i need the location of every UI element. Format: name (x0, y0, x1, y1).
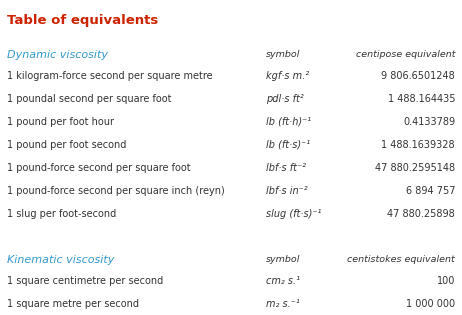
Text: 47 880.2595148: 47 880.2595148 (375, 163, 455, 173)
Text: centipose equivalent: centipose equivalent (356, 50, 455, 60)
Text: symbol: symbol (266, 255, 300, 265)
Text: 1 pound-force second per square inch (reyn): 1 pound-force second per square inch (re… (7, 186, 225, 196)
Text: 1 488.164435: 1 488.164435 (388, 94, 455, 104)
Text: kgf·s m.²: kgf·s m.² (266, 71, 309, 81)
Text: lbf·s in⁻²: lbf·s in⁻² (266, 186, 307, 196)
Text: 6 894 757: 6 894 757 (406, 186, 455, 196)
Text: 1 poundal second per square foot: 1 poundal second per square foot (7, 94, 171, 104)
Text: 1 pound per foot second: 1 pound per foot second (7, 140, 126, 150)
Text: 100: 100 (437, 276, 455, 286)
Text: 0.4133789: 0.4133789 (403, 117, 455, 127)
Text: Kinematic viscosity: Kinematic viscosity (7, 255, 114, 266)
Text: 1 square metre per second: 1 square metre per second (7, 299, 139, 309)
Text: 1 488.1639328: 1 488.1639328 (382, 140, 455, 150)
Text: pdl·s ft²: pdl·s ft² (266, 94, 304, 104)
Text: m₂ s.⁻¹: m₂ s.⁻¹ (266, 299, 299, 309)
Text: 1 kilogram-force second per square metre: 1 kilogram-force second per square metre (7, 71, 213, 81)
Text: Table of equivalents: Table of equivalents (7, 14, 158, 27)
Text: lbf·s ft⁻²: lbf·s ft⁻² (266, 163, 306, 173)
Text: 1 000 000: 1 000 000 (406, 299, 455, 309)
Text: 9 806.6501248: 9 806.6501248 (381, 71, 455, 81)
Text: 1 slug per foot-second: 1 slug per foot-second (7, 209, 116, 219)
Text: cm₂ s.¹: cm₂ s.¹ (266, 276, 300, 286)
Text: 1 pound per foot hour: 1 pound per foot hour (7, 117, 114, 127)
Text: lb (ft·s)⁻¹: lb (ft·s)⁻¹ (266, 140, 310, 150)
Text: Dynamic viscosity: Dynamic viscosity (7, 50, 108, 60)
Text: 1 square centimetre per second: 1 square centimetre per second (7, 276, 163, 286)
Text: 1 pound-force second per square foot: 1 pound-force second per square foot (7, 163, 190, 173)
Text: slug (ft·s)⁻¹: slug (ft·s)⁻¹ (266, 209, 321, 219)
Text: 47 880.25898: 47 880.25898 (387, 209, 455, 219)
Text: symbol: symbol (266, 50, 300, 60)
Text: centistokes equivalent: centistokes equivalent (347, 255, 455, 265)
Text: lb (ft·h)⁻¹: lb (ft·h)⁻¹ (266, 117, 311, 127)
